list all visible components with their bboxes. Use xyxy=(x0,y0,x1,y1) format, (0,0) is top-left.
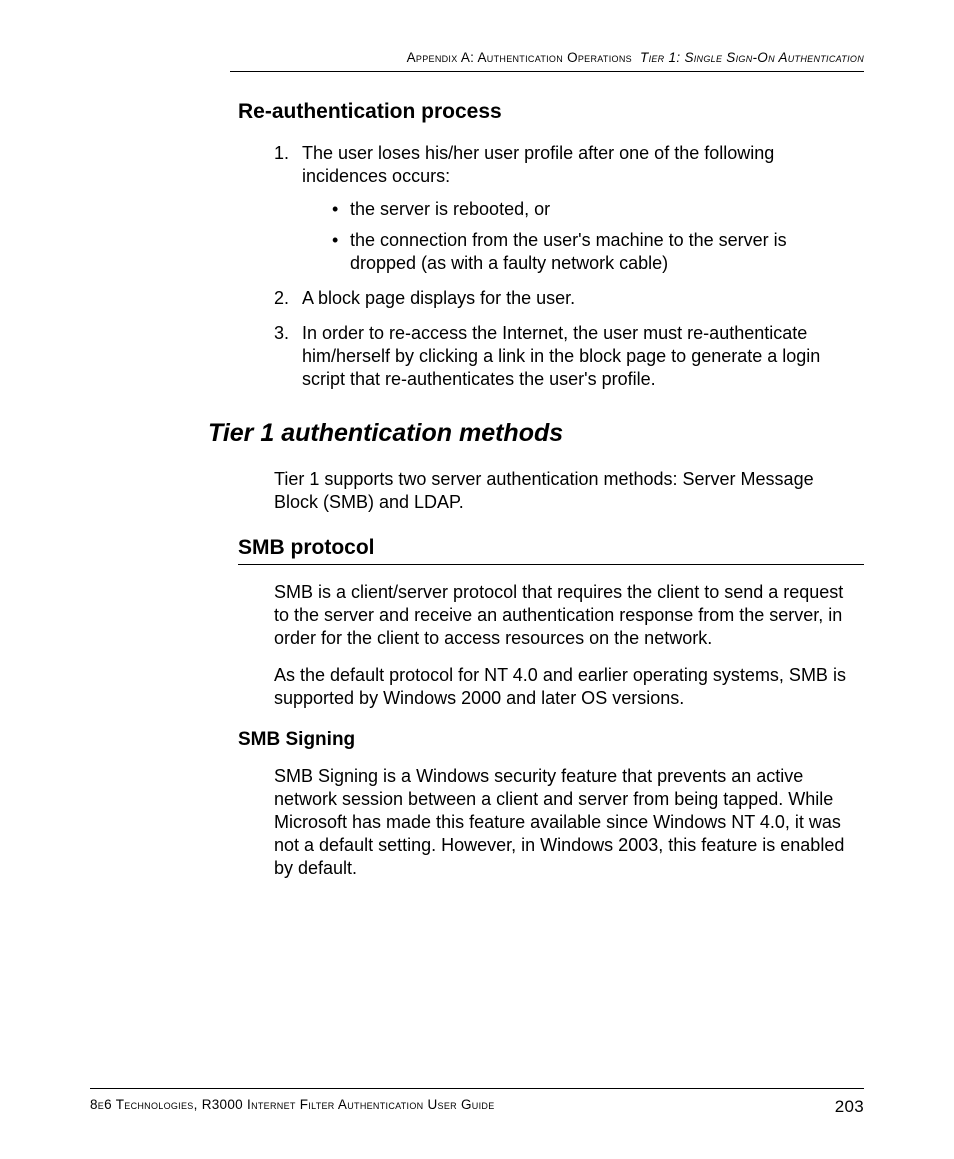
page-number: 203 xyxy=(835,1097,864,1117)
header-section: Tier 1: Single Sign-On Authentication xyxy=(640,50,864,65)
list-marker: 3. xyxy=(274,322,289,345)
list-item: 2. A block page displays for the user. xyxy=(274,287,854,310)
smb-p1: SMB is a client/server protocol that req… xyxy=(274,581,854,650)
page: Appendix A: Authentication Operations Ti… xyxy=(0,0,954,1159)
smb-p2: As the default protocol for NT 4.0 and e… xyxy=(274,664,854,710)
heading-smb: SMB protocol xyxy=(238,536,864,560)
tier1-intro: Tier 1 supports two server authenticatio… xyxy=(274,468,854,514)
content-area: Re-authentication process 1. The user lo… xyxy=(90,72,864,880)
heading-reauth: Re-authentication process xyxy=(238,100,864,124)
list-marker: 1. xyxy=(274,142,289,165)
bullet-item: the connection from the user's machine t… xyxy=(332,229,854,275)
list-marker: 2. xyxy=(274,287,289,310)
header-appendix: Appendix A: Authentication Operations xyxy=(407,50,632,65)
running-header: Appendix A: Authentication Operations Ti… xyxy=(230,50,864,72)
heading-smb-signing: SMB Signing xyxy=(238,729,864,751)
bullet-list: the server is rebooted, or the connectio… xyxy=(332,198,854,275)
list-item: 1. The user loses his/her user profile a… xyxy=(274,142,854,275)
list-text: The user loses his/her user profile afte… xyxy=(302,143,774,186)
heading-tier1: Tier 1 authentication methods xyxy=(208,419,864,448)
list-item: 3. In order to re-access the Internet, t… xyxy=(274,322,854,391)
footer: 8e6 Technologies, R3000 Internet Filter … xyxy=(90,1088,864,1117)
list-text: In order to re-access the Internet, the … xyxy=(302,323,820,389)
reauth-list: 1. The user loses his/her user profile a… xyxy=(274,142,854,391)
list-text: A block page displays for the user. xyxy=(302,288,575,308)
heading-rule xyxy=(238,564,864,565)
footer-left: 8e6 Technologies, R3000 Internet Filter … xyxy=(90,1097,495,1117)
smbsigning-p1: SMB Signing is a Windows security featur… xyxy=(274,765,854,880)
bullet-item: the server is rebooted, or xyxy=(332,198,854,221)
